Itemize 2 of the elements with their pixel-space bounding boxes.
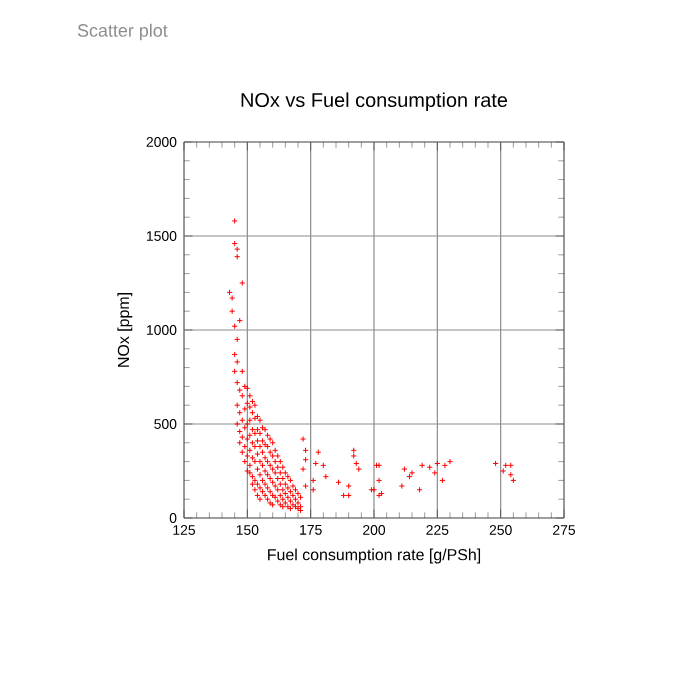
- chart-title: NOx vs Fuel consumption rate: [241, 92, 508, 111]
- text: Scatter plot: [77, 23, 168, 41]
